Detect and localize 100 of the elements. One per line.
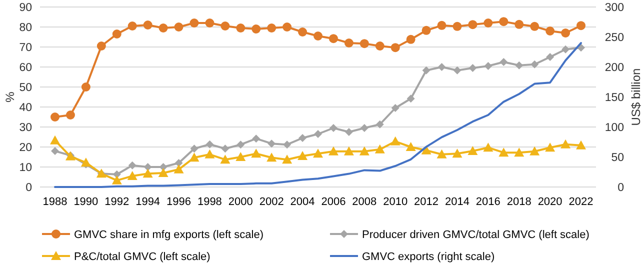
x-tick-label: 2010 xyxy=(383,196,408,208)
x-tick-label: 1988 xyxy=(42,196,68,208)
x-tick-label: 1994 xyxy=(136,196,160,208)
point xyxy=(282,22,292,32)
point xyxy=(144,163,152,171)
y-tick-label: 70 xyxy=(19,42,32,54)
point xyxy=(374,144,385,154)
point xyxy=(484,62,492,70)
point xyxy=(158,168,168,177)
point xyxy=(514,148,524,157)
legend-label: P&C/total GMVC (left scale) xyxy=(74,250,210,263)
point xyxy=(66,110,75,120)
point xyxy=(530,146,540,156)
point xyxy=(452,22,462,31)
point xyxy=(236,140,245,149)
point xyxy=(390,136,400,146)
y-tick-label: 40 xyxy=(19,102,32,114)
y-tick-label: 60 xyxy=(19,62,32,74)
x-tick-label: 1990 xyxy=(74,196,98,208)
x-tick-label: 2004 xyxy=(290,196,315,208)
point xyxy=(298,28,308,36)
y-tick-label: 10 xyxy=(19,162,32,174)
y2-tick-label: 0 xyxy=(618,182,624,194)
point xyxy=(267,24,276,32)
x-tick-label: 2002 xyxy=(259,196,284,208)
y2-tick-label: 50 xyxy=(611,152,624,164)
point xyxy=(221,144,230,153)
point xyxy=(484,18,493,28)
point xyxy=(437,20,446,30)
point xyxy=(576,140,586,150)
point xyxy=(344,38,354,48)
point xyxy=(128,22,137,30)
y2-tick-label: 100 xyxy=(604,122,624,134)
point xyxy=(468,20,478,30)
x-tick-label: 2006 xyxy=(321,196,346,208)
y2-tick-label: 200 xyxy=(604,62,624,74)
point xyxy=(376,120,384,128)
point xyxy=(468,146,478,155)
point xyxy=(314,130,322,138)
x-tick-label: 2014 xyxy=(444,196,470,208)
point xyxy=(96,42,106,50)
y-tick-label: 50 xyxy=(19,82,32,94)
point xyxy=(406,142,416,151)
point xyxy=(252,24,261,34)
point xyxy=(313,148,323,158)
y-axis-title: % xyxy=(3,91,17,102)
point xyxy=(530,22,540,31)
legend-label: Producer driven GMVC/total GMVC (left scale) xyxy=(362,228,590,241)
x-tick-label: 2012 xyxy=(414,196,439,208)
point xyxy=(158,24,168,32)
x-tick-label: 2000 xyxy=(228,196,253,208)
point xyxy=(298,151,308,160)
point xyxy=(50,112,60,122)
point xyxy=(329,124,338,132)
x-tick-label: 2008 xyxy=(352,196,377,208)
y2-tick-label: 150 xyxy=(604,92,624,104)
point xyxy=(328,146,338,156)
x-tick-label: 2022 xyxy=(568,196,594,208)
point xyxy=(112,175,122,184)
point xyxy=(514,20,524,29)
point xyxy=(344,146,354,156)
y-tick-label: 0 xyxy=(26,182,32,194)
point xyxy=(298,134,307,142)
point xyxy=(204,149,215,158)
point xyxy=(515,61,524,70)
point xyxy=(530,60,539,68)
point xyxy=(50,135,60,144)
point xyxy=(422,26,431,35)
y2-tick-label: 250 xyxy=(604,32,624,44)
point xyxy=(127,171,138,180)
x-tick-label: 1992 xyxy=(104,196,130,208)
point xyxy=(206,140,214,148)
point xyxy=(438,63,446,71)
point xyxy=(560,139,571,148)
point xyxy=(236,24,246,32)
legend-label: GMVC exports (right scale) xyxy=(362,250,495,263)
point xyxy=(220,154,230,164)
point xyxy=(314,32,322,40)
x-tick-label: 2018 xyxy=(506,196,532,208)
point xyxy=(452,148,462,158)
point xyxy=(205,18,214,28)
point xyxy=(328,34,338,44)
point xyxy=(453,66,462,74)
point xyxy=(360,124,368,132)
point xyxy=(359,146,370,156)
point xyxy=(344,128,353,136)
point xyxy=(143,20,152,30)
point xyxy=(406,94,415,103)
legend-label: GMVC share in mfg exports (left scale) xyxy=(74,228,264,241)
x-tick-label: 1996 xyxy=(166,196,192,208)
y-tick-label: 20 xyxy=(19,142,32,154)
point xyxy=(500,58,508,66)
point xyxy=(436,149,447,158)
y-tick-label: 90 xyxy=(19,2,32,14)
point xyxy=(266,152,277,162)
point xyxy=(546,53,554,61)
point xyxy=(375,42,384,50)
point xyxy=(189,152,200,162)
point xyxy=(545,142,556,152)
point xyxy=(236,152,246,161)
